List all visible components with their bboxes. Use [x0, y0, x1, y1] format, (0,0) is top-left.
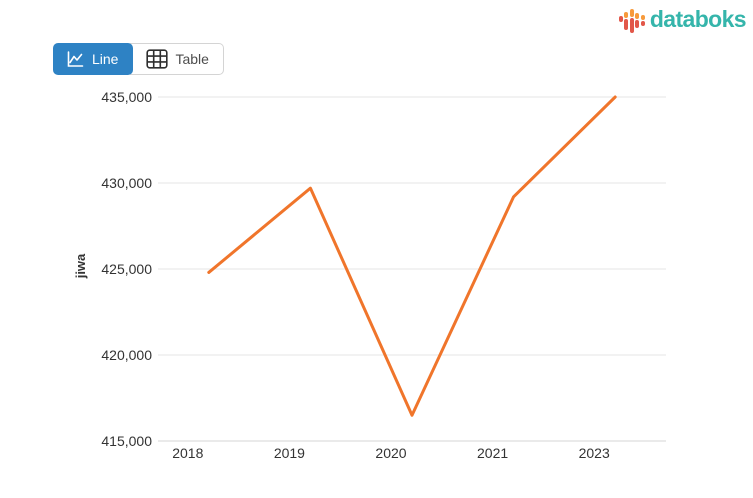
data-series-line [207, 95, 617, 417]
y-axis-tick-label: 425,000 [101, 261, 152, 277]
line-chart-icon [67, 50, 84, 67]
table-grid-icon [146, 49, 169, 69]
x-axis-tick-label: 2021 [477, 445, 508, 461]
table-view-label: Table [175, 51, 209, 67]
x-axis-tick-label: 2023 [579, 445, 610, 461]
databoks-logo[interactable]: databoks [618, 4, 747, 34]
x-axis-tick-label: 2020 [375, 445, 406, 461]
y-axis-tick-label: 435,000 [101, 89, 152, 105]
line-view-label: Line [92, 51, 119, 67]
x-axis-tick-label: 2019 [274, 445, 305, 461]
y-axis-tick-label: 430,000 [101, 175, 152, 191]
table-view-button[interactable]: Table [130, 43, 224, 75]
x-axis-tick-label: 2018 [172, 445, 203, 461]
y-axis-title: jiwa [73, 253, 88, 279]
line-view-button[interactable]: Line [53, 43, 134, 75]
databoks-wordmark: databoks [649, 5, 747, 32]
y-axis-tick-label: 415,000 [101, 433, 152, 449]
chart-type-toggle: Line Table [53, 43, 224, 75]
y-axis-tick-label: 420,000 [101, 347, 152, 363]
databoks-bars-icon [618, 5, 646, 33]
